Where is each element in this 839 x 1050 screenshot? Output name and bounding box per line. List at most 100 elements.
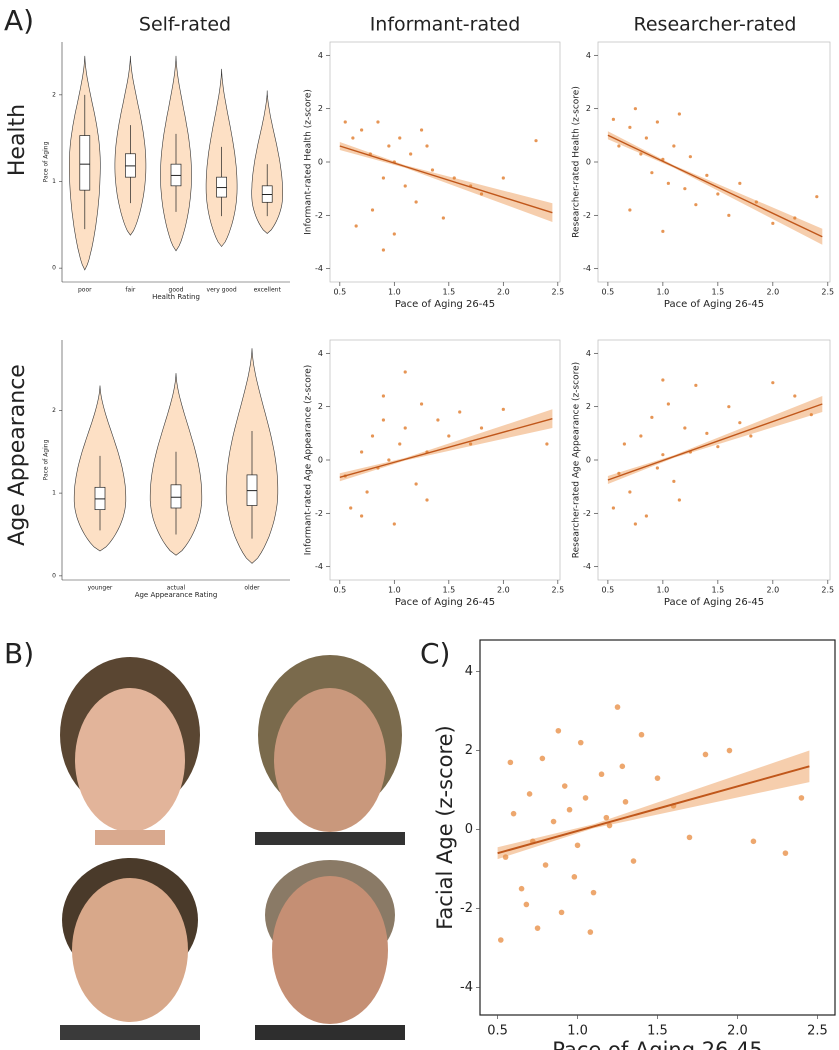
point: [644, 136, 648, 140]
y-tick-label: -2: [315, 211, 323, 220]
face-old-male: [255, 860, 405, 1040]
point: [387, 458, 391, 462]
box: [170, 484, 182, 509]
confidence-band: [607, 131, 823, 245]
x-tick-label: 2.5: [551, 288, 564, 297]
y-tick-label: -2: [315, 509, 323, 518]
point: [501, 407, 505, 411]
point: [539, 755, 546, 762]
point: [677, 498, 681, 502]
point: [650, 415, 654, 419]
y-tick-label: 2: [52, 407, 56, 414]
y-axis-title: Facial Age (z-score): [433, 725, 457, 929]
point: [555, 727, 562, 734]
point: [561, 783, 568, 789]
x-tick-label: 0.5: [333, 586, 346, 595]
panel-label: A): [4, 4, 34, 37]
point: [754, 200, 758, 204]
y-tick-label: 4: [586, 349, 591, 358]
point: [403, 426, 407, 430]
point: [419, 402, 424, 406]
point: [638, 731, 645, 738]
point: [617, 471, 621, 475]
point: [582, 795, 589, 801]
x-tick-label: younger: [88, 585, 113, 592]
plot-frame: [329, 339, 561, 581]
point: [628, 125, 632, 129]
plot-frame: [329, 41, 561, 283]
x-tick-label: 2.0: [727, 1024, 748, 1039]
plot-frame: [597, 41, 831, 283]
y-tick-label: 4: [586, 51, 591, 60]
y-tick-label: -4: [583, 562, 591, 571]
y-tick-label: 4: [318, 349, 323, 358]
point: [425, 144, 429, 148]
point: [750, 838, 757, 845]
fit-line: [607, 403, 823, 481]
y-tick-label: -2: [460, 901, 473, 916]
point: [542, 862, 549, 868]
y-tick-label: 2: [52, 91, 56, 98]
column-title: Self-rated: [139, 14, 231, 36]
y-tick-label: 0: [318, 158, 323, 167]
point: [705, 431, 709, 435]
face-images: [60, 655, 405, 1040]
point: [633, 522, 637, 526]
point: [502, 854, 509, 860]
x-tick-label: 2.5: [821, 288, 834, 297]
column-title: Informant-rated: [370, 14, 521, 36]
point: [809, 413, 813, 417]
violin: [251, 90, 283, 234]
point: [726, 747, 733, 754]
point: [398, 136, 402, 140]
point: [403, 370, 407, 374]
y-tick-label: 4: [465, 664, 473, 679]
confidence-band: [339, 409, 553, 482]
point: [501, 176, 505, 180]
x-axis-title: Pace of Aging 26-45: [395, 299, 495, 310]
point: [611, 506, 615, 510]
fit-line: [497, 765, 810, 855]
point: [387, 144, 391, 148]
point: [419, 128, 424, 132]
point: [349, 506, 353, 510]
point: [425, 498, 429, 502]
point: [381, 176, 386, 180]
point: [370, 434, 375, 438]
y-tick-label: -2: [583, 211, 591, 220]
point: [497, 937, 504, 943]
x-tick-label: 1.5: [442, 288, 455, 297]
y-tick-label: 2: [586, 104, 591, 113]
point: [469, 442, 473, 446]
x-tick-label: actual: [167, 585, 186, 592]
point: [398, 442, 402, 446]
point: [702, 751, 709, 758]
x-axis-title: Pace of Aging 26-45: [395, 597, 495, 608]
point: [545, 442, 549, 446]
point: [688, 155, 692, 159]
point: [661, 453, 665, 457]
point: [798, 795, 805, 801]
row-label: Health: [5, 104, 30, 176]
x-tick-label: 0.5: [487, 1024, 508, 1039]
x-axis-title: Pace of Aging 26-45: [664, 597, 764, 608]
y-tick-label: 2: [465, 743, 473, 758]
x-tick-label: fair: [125, 287, 135, 294]
x-axis-title: Health Rating: [152, 293, 200, 301]
fit-line: [339, 145, 553, 214]
y-tick-label: 1: [52, 490, 56, 497]
y-axis-title: Informant-rated Health (z-score): [304, 89, 314, 235]
x-tick-label: 1.5: [647, 1024, 668, 1039]
y-tick-label: -2: [583, 509, 591, 518]
point: [414, 200, 418, 204]
point: [654, 775, 661, 781]
point: [677, 112, 681, 116]
x-tick-label: 1.0: [388, 586, 401, 595]
x-tick-label: 2.5: [821, 586, 834, 595]
point: [650, 171, 654, 175]
point: [617, 144, 621, 148]
point: [343, 120, 347, 124]
point: [566, 806, 573, 813]
point: [771, 381, 775, 385]
